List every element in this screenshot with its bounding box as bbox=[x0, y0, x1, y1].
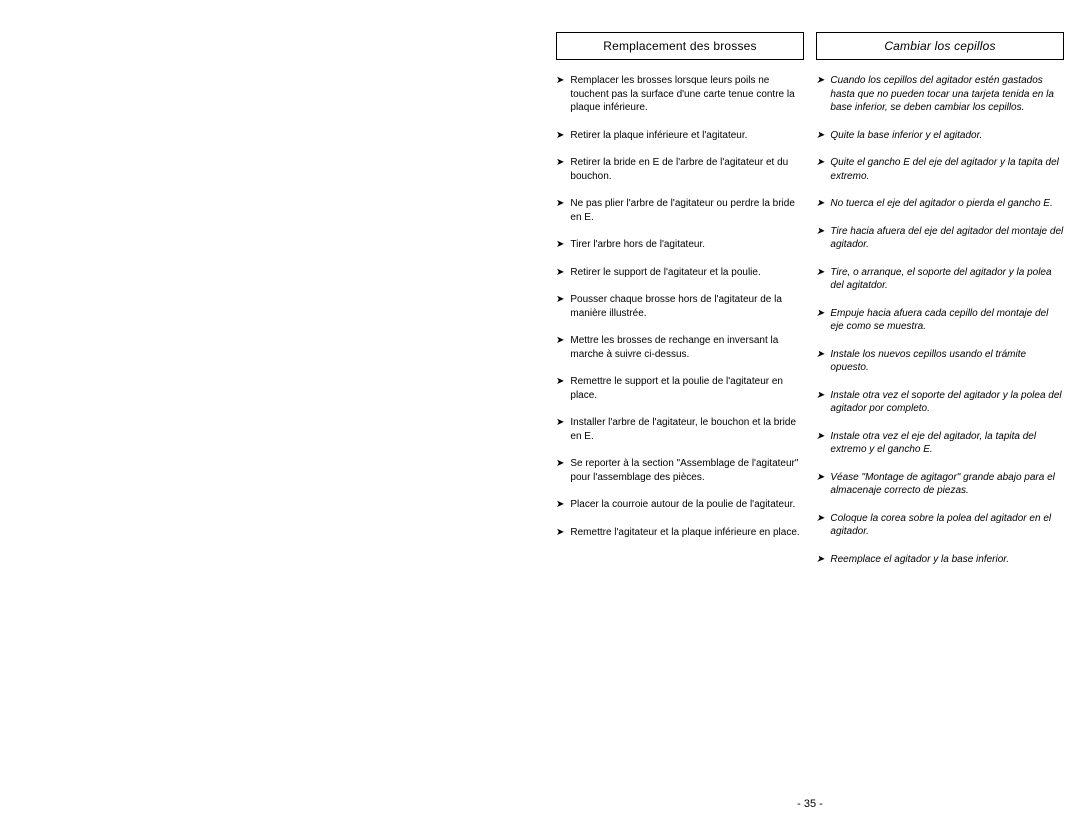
bullet-icon: ➤ bbox=[816, 225, 824, 239]
bullet-icon: ➤ bbox=[816, 430, 824, 444]
spanish-text: Quite la base inferior y el agitador. bbox=[830, 129, 982, 143]
bullet-icon: ➤ bbox=[816, 389, 824, 403]
spanish-items: ➤ Cuando los cepillos del agitador estén … bbox=[816, 74, 1064, 566]
spanish-item: ➤ Instale otra vez el soporte del agitado… bbox=[816, 389, 1064, 416]
french-text: Installer l'arbre de l'agitateur, le bou… bbox=[570, 416, 804, 443]
spanish-text: Tire hacia afuera del eje del agitador d… bbox=[830, 225, 1064, 252]
bullet-icon: ➤ bbox=[816, 471, 824, 485]
bullet-icon: ➤ bbox=[816, 129, 824, 143]
french-header: Remplacement des brosses bbox=[556, 32, 804, 60]
spanish-text: Cuando los cepillos del agitador estén g… bbox=[830, 74, 1064, 115]
french-items: ➤ Remplacer les brosses lorsque leurs poi… bbox=[556, 74, 804, 539]
bullet-icon: ➤ bbox=[556, 416, 564, 430]
french-text: Mettre les brosses de rechange en invers… bbox=[570, 334, 804, 361]
bullet-icon: ➤ bbox=[556, 498, 564, 512]
french-item: ➤ Se reporter à la section "Assemblage de… bbox=[556, 457, 804, 484]
spanish-column: Cambiar los cepillos ➤ Cuando los cepillo… bbox=[816, 32, 1064, 580]
spanish-item: ➤ Instale otra vez el eje del agitador, l… bbox=[816, 430, 1064, 457]
spanish-text: Instale otra vez el eje del agitador, la… bbox=[830, 430, 1064, 457]
bullet-icon: ➤ bbox=[816, 156, 824, 170]
french-text: Retirer le support de l'agitateur et la … bbox=[570, 266, 760, 280]
spanish-item: ➤ Empuje hacia afuera cada cepillo del mo… bbox=[816, 307, 1064, 334]
french-item: ➤ Remettre le support et la poulie de l'a… bbox=[556, 375, 804, 402]
bullet-icon: ➤ bbox=[816, 512, 824, 526]
french-column: Remplacement des brosses ➤ Remplacer les … bbox=[556, 32, 804, 580]
spanish-item: ➤ Cuando los cepillos del agitador estén … bbox=[816, 74, 1064, 115]
french-item: ➤ Pousser chaque brosse hors de l'agitate… bbox=[556, 293, 804, 320]
bullet-icon: ➤ bbox=[556, 74, 564, 88]
french-text: Retirer la bride en E de l'arbre de l'ag… bbox=[570, 156, 804, 183]
spanish-header: Cambiar los cepillos bbox=[816, 32, 1064, 60]
bullet-icon: ➤ bbox=[816, 348, 824, 362]
bullet-icon: ➤ bbox=[556, 293, 564, 307]
spanish-item: ➤ Quite el gancho E del eje del agitador … bbox=[816, 156, 1064, 183]
spanish-item: ➤ Coloque la corea sobre la polea del agi… bbox=[816, 512, 1064, 539]
bullet-icon: ➤ bbox=[816, 266, 824, 280]
french-item: ➤ Tirer l'arbre hors de l'agitateur. bbox=[556, 238, 804, 252]
french-text: Pousser chaque brosse hors de l'agitateu… bbox=[570, 293, 804, 320]
french-text: Retirer la plaque inférieure et l'agitat… bbox=[570, 129, 747, 143]
spanish-text: Reemplace el agitador y la base inferior… bbox=[830, 553, 1009, 567]
bullet-icon: ➤ bbox=[816, 197, 824, 211]
spanish-item: ➤ Reemplace el agitador y la base inferio… bbox=[816, 553, 1064, 567]
spanish-item: ➤ Quite la base inferior y el agitador. bbox=[816, 129, 1064, 143]
french-item: ➤ Mettre les brosses de rechange en inver… bbox=[556, 334, 804, 361]
page-number: - 35 - bbox=[797, 798, 823, 810]
bullet-icon: ➤ bbox=[556, 375, 564, 389]
bullet-icon: ➤ bbox=[556, 334, 564, 348]
bullet-icon: ➤ bbox=[556, 238, 564, 252]
spanish-text: No tuerca el eje del agitador o pierda e… bbox=[830, 197, 1052, 211]
bullet-icon: ➤ bbox=[816, 74, 824, 88]
french-text: Se reporter à la section "Assemblage de … bbox=[570, 457, 804, 484]
french-item: ➤ Retirer le support de l'agitateur et la… bbox=[556, 266, 804, 280]
spanish-text: Empuje hacia afuera cada cepillo del mon… bbox=[830, 307, 1064, 334]
french-item: ➤ Ne pas plier l'arbre de l'agitateur ou … bbox=[556, 197, 804, 224]
spanish-text: Véase "Montage de agitagor" grande abajo… bbox=[830, 471, 1064, 498]
bullet-icon: ➤ bbox=[556, 197, 564, 211]
french-item: ➤ Retirer la plaque inférieure et l'agita… bbox=[556, 129, 804, 143]
bullet-icon: ➤ bbox=[556, 156, 564, 170]
bullet-icon: ➤ bbox=[556, 266, 564, 280]
bullet-icon: ➤ bbox=[816, 307, 824, 321]
french-item: ➤ Remplacer les brosses lorsque leurs poi… bbox=[556, 74, 804, 115]
french-text: Remplacer les brosses lorsque leurs poil… bbox=[570, 74, 804, 115]
spanish-item: ➤ No tuerca el eje del agitador o pierda … bbox=[816, 197, 1064, 211]
french-item: ➤ Placer la courroie autour de la poulie … bbox=[556, 498, 804, 512]
french-text: Ne pas plier l'arbre de l'agitateur ou p… bbox=[570, 197, 804, 224]
spanish-text: Coloque la corea sobre la polea del agit… bbox=[830, 512, 1064, 539]
spanish-item: ➤ Instale los nuevos cepillos usando el t… bbox=[816, 348, 1064, 375]
french-text: Placer la courroie autour de la poulie d… bbox=[570, 498, 795, 512]
french-text: Remettre le support et la poulie de l'ag… bbox=[570, 375, 804, 402]
bullet-icon: ➤ bbox=[556, 526, 564, 540]
bullet-icon: ➤ bbox=[556, 129, 564, 143]
french-item: ➤ Retirer la bride en E de l'arbre de l'a… bbox=[556, 156, 804, 183]
spanish-text: Tire, o arranque, el soporte del agitado… bbox=[830, 266, 1064, 293]
french-item: ➤ Installer l'arbre de l'agitateur, le bo… bbox=[556, 416, 804, 443]
french-text: Remettre l'agitateur et la plaque inféri… bbox=[570, 526, 799, 540]
bullet-icon: ➤ bbox=[816, 553, 824, 567]
spanish-text: Quite el gancho E del eje del agitador y… bbox=[830, 156, 1064, 183]
spanish-item: ➤ Tire, o arranque, el soporte del agitad… bbox=[816, 266, 1064, 293]
bullet-icon: ➤ bbox=[556, 457, 564, 471]
spanish-text: Instale los nuevos cepillos usando el tr… bbox=[830, 348, 1064, 375]
spanish-item: ➤ Véase "Montage de agitagor" grande abaj… bbox=[816, 471, 1064, 498]
french-item: ➤ Remettre l'agitateur et la plaque infér… bbox=[556, 526, 804, 540]
spanish-item: ➤ Tire hacia afuera del eje del agitador … bbox=[816, 225, 1064, 252]
french-text: Tirer l'arbre hors de l'agitateur. bbox=[570, 238, 705, 252]
two-column-layout: Remplacement des brosses ➤ Remplacer les … bbox=[556, 32, 1064, 580]
spanish-text: Instale otra vez el soporte del agitador… bbox=[830, 389, 1064, 416]
manual-page: Remplacement des brosses ➤ Remplacer les … bbox=[540, 0, 1080, 834]
